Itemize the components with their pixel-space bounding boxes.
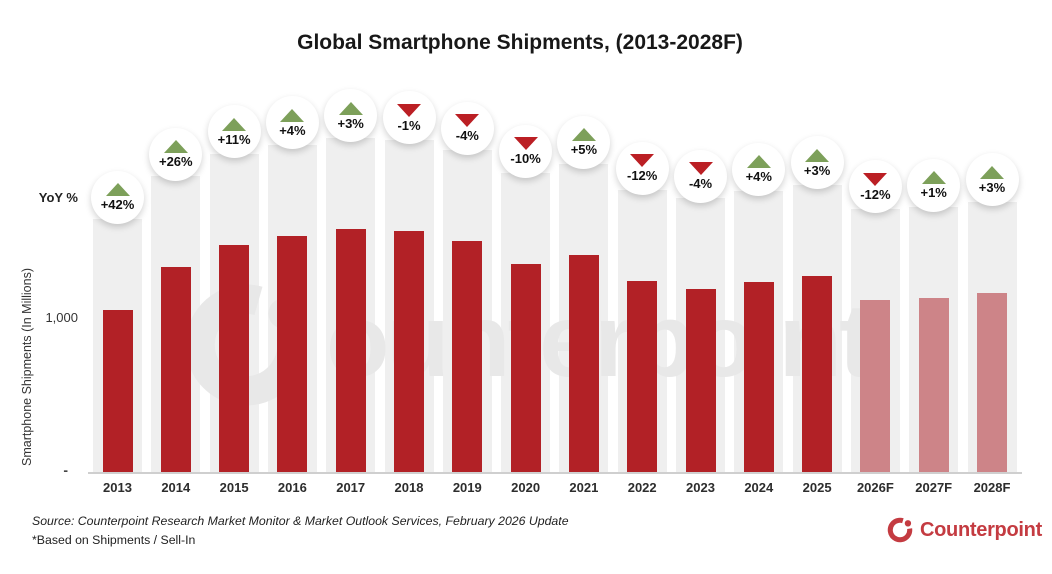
bar-2013 <box>102 310 133 472</box>
up-triangle-icon <box>571 128 596 141</box>
bar-2016 <box>277 235 308 472</box>
yoy-value: +26% <box>158 154 193 170</box>
x-tick-2022: 2022 <box>627 480 657 495</box>
yoy-badge-2028F: +3% <box>965 153 1019 207</box>
yoy-axis-label: YoY % <box>38 190 78 205</box>
x-tick-2026F: 2026F <box>856 480 894 495</box>
x-tick-2013: 2013 <box>103 480 132 495</box>
up-triangle-icon <box>105 183 130 197</box>
x-tick-2015: 2015 <box>219 480 249 495</box>
yoy-value: +11% <box>217 131 251 147</box>
up-triangle-icon <box>222 117 247 131</box>
x-tick-2016: 2016 <box>277 480 307 495</box>
yoy-value: -1% <box>397 117 421 133</box>
x-tick-2028F: 2028F <box>973 480 1011 495</box>
yoy-value: -12% <box>860 186 891 202</box>
yoy-value: +4% <box>279 122 306 138</box>
forecast-bar-2027F <box>918 298 949 472</box>
yoy-badge-2024: +4% <box>732 142 786 196</box>
yoy-badge-2013: +42% <box>91 170 144 224</box>
yoy-badge-2014: +26% <box>149 127 203 181</box>
chart-title: Global Smartphone Shipments, (2013-2028F… <box>297 31 743 54</box>
y-tick-zero: - <box>63 462 68 478</box>
up-triangle-icon <box>805 148 830 162</box>
yoy-value: +4% <box>745 169 772 185</box>
yoy-badge-2018: -1% <box>382 91 436 145</box>
yoy-value: +42% <box>100 197 135 213</box>
bar-2019 <box>452 241 483 472</box>
bar-2023 <box>685 289 716 472</box>
yoy-badge-2022: -12% <box>615 141 669 195</box>
yoy-value: +3% <box>803 162 831 178</box>
up-triangle-icon <box>280 108 305 122</box>
bar-2025 <box>802 275 833 472</box>
yoy-badge-2015: +11% <box>207 105 261 159</box>
forecast-bar-2026F <box>860 299 891 472</box>
yoy-badge-2023: -4% <box>674 149 727 203</box>
x-tick-2014: 2014 <box>161 480 191 495</box>
x-tick-2027F: 2027F <box>915 480 953 495</box>
counterpoint-logo-icon <box>887 517 913 543</box>
bar-2017 <box>335 228 366 472</box>
yoy-badge-2019: -4% <box>440 101 494 155</box>
yoy-badge-2027F: +1% <box>907 158 961 212</box>
yoy-badge-2025: +3% <box>790 136 844 190</box>
bar-2018 <box>394 230 424 472</box>
counterpoint-logo-text: Counterpoint <box>920 518 1042 541</box>
down-triangle-icon <box>630 154 655 168</box>
bar-2024 <box>743 282 774 472</box>
basis-note: *Based on Shipments / Sell-In <box>32 533 196 547</box>
y-tick-1000: 1,000 <box>45 310 78 325</box>
yoy-value: -12% <box>627 168 658 184</box>
up-triangle-icon <box>921 171 946 185</box>
forecast-bar-2028F <box>977 292 1007 472</box>
yoy-value: +3% <box>337 115 364 131</box>
down-triangle-icon <box>397 103 421 117</box>
bar-2015 <box>219 244 250 472</box>
source-note: Source: Counterpoint Research Market Mon… <box>32 514 569 528</box>
yoy-value: -4% <box>688 176 713 192</box>
yoy-value: -10% <box>510 151 541 167</box>
yoy-value: +1% <box>920 185 947 201</box>
yoy-badge-2021: +5% <box>557 115 611 169</box>
yoy-badge-2016: +4% <box>265 96 319 150</box>
bar-2022 <box>627 281 658 472</box>
yoy-badge-2017: +3% <box>324 89 378 143</box>
up-triangle-icon <box>746 155 771 169</box>
x-axis-line <box>88 472 1022 474</box>
down-triangle-icon <box>863 172 888 186</box>
down-triangle-icon <box>688 162 713 176</box>
yoy-badge-2026F: -12% <box>848 160 902 214</box>
x-tick-2017: 2017 <box>336 480 366 495</box>
bar-2014 <box>160 267 191 472</box>
up-triangle-icon <box>338 101 363 115</box>
up-triangle-icon <box>980 165 1004 179</box>
yoy-value: +5% <box>570 142 598 157</box>
down-triangle-icon <box>455 114 480 128</box>
down-triangle-icon <box>513 137 538 151</box>
x-tick-2025: 2025 <box>802 480 832 495</box>
x-tick-2023: 2023 <box>686 480 715 495</box>
yoy-value: +3% <box>978 179 1006 195</box>
x-tick-2018: 2018 <box>394 480 424 495</box>
x-tick-2024: 2024 <box>744 480 774 495</box>
yoy-badge-2020: -10% <box>499 124 553 178</box>
yoy-value: -4% <box>455 128 479 144</box>
x-tick-2021: 2021 <box>569 480 599 495</box>
x-tick-2020: 2020 <box>511 480 541 495</box>
counterpoint-logo: Counterpoint <box>886 516 1042 544</box>
x-tick-2019: 2019 <box>452 480 482 495</box>
bar-2020 <box>510 264 541 472</box>
bar-2021 <box>568 255 599 472</box>
up-triangle-icon <box>163 140 188 154</box>
